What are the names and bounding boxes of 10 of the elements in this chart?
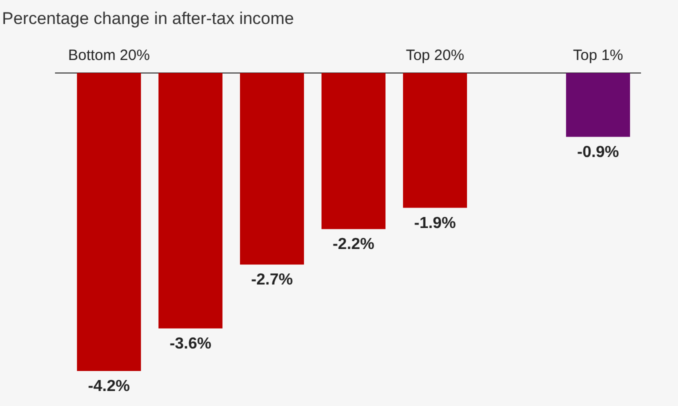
x-tick-label: Top 20% xyxy=(406,47,464,64)
x-tick-label: Bottom 20% xyxy=(68,47,150,64)
data-label: -0.9% xyxy=(577,144,619,161)
data-label: -2.2% xyxy=(332,236,374,254)
data-label: -1.9% xyxy=(414,214,456,232)
chart-title: Percentage change in after-tax income xyxy=(2,9,294,28)
x-tick-label: Top 1% xyxy=(573,47,624,64)
data-label: -4.2% xyxy=(88,378,130,395)
data-label: -3.6% xyxy=(170,335,212,352)
data-label: -2.7% xyxy=(251,272,293,289)
